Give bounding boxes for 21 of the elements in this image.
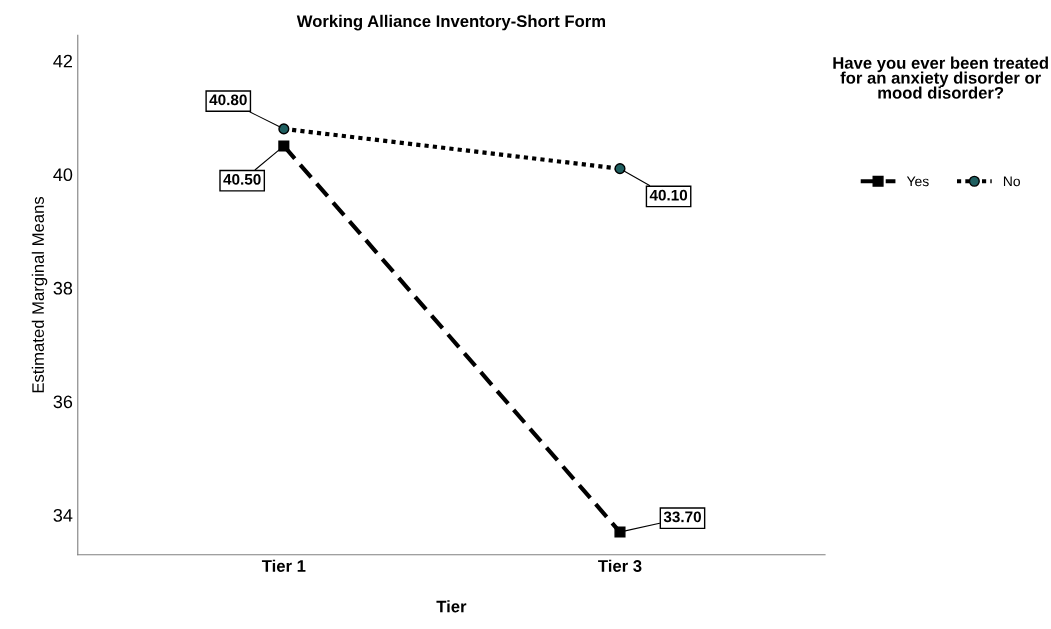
legend-label: No bbox=[1003, 176, 1020, 187]
y-tick-label: 42 bbox=[53, 54, 73, 68]
y-axis-title: Estimated Marginal Means bbox=[31, 196, 48, 393]
y-tick-label: 34 bbox=[53, 508, 73, 522]
x-tick-label: Tier 1 bbox=[261, 559, 306, 572]
y-tick-label: 38 bbox=[53, 281, 73, 295]
point bbox=[278, 123, 290, 135]
y-tick-label: 36 bbox=[53, 395, 73, 409]
point bbox=[614, 526, 626, 538]
x-tick-label: Tier 3 bbox=[598, 559, 642, 572]
chart-title: Working Alliance Inventory-Short Form bbox=[296, 14, 606, 31]
data-label: 40.50 bbox=[223, 173, 261, 185]
data-label: 40.80 bbox=[209, 94, 247, 106]
legend-label: Yes bbox=[906, 176, 929, 187]
point bbox=[278, 140, 290, 152]
y-tick-label: 40 bbox=[53, 168, 73, 182]
x-axis-title: Tier bbox=[436, 600, 467, 613]
legend-title: Have you ever been treated for an anxiety disorder or mood disorder? bbox=[833, 56, 1048, 99]
point bbox=[614, 163, 626, 175]
data-label: 40.10 bbox=[649, 189, 688, 201]
data-label: 33.70 bbox=[663, 511, 701, 523]
